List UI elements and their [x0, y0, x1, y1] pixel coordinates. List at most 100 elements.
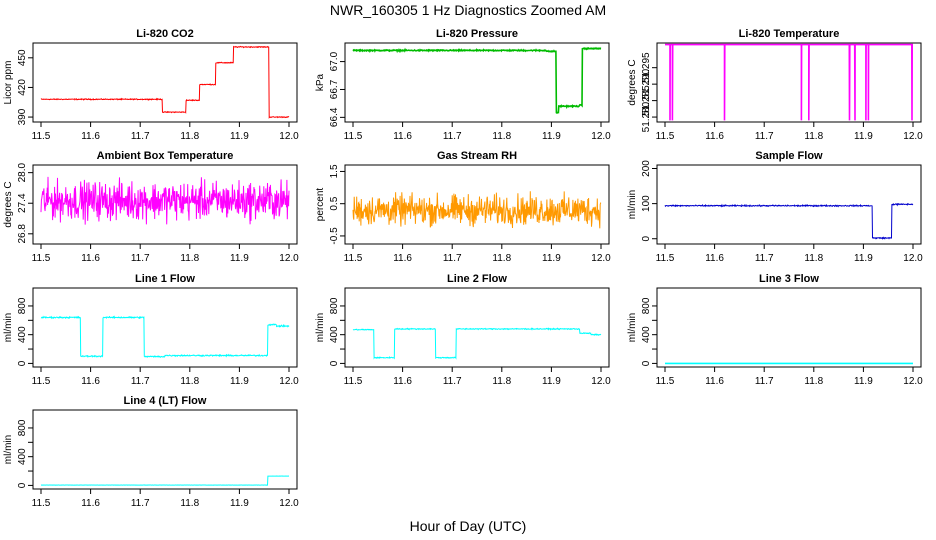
x-tick-label: 11.6 [705, 131, 724, 142]
x-tick-label: 11.8 [804, 253, 823, 264]
plot-frame [344, 42, 610, 123]
y-tick-label: 0 [641, 360, 652, 366]
panel-title: Li-820 CO2 [136, 28, 193, 40]
x-tick-label: 11.9 [230, 376, 249, 387]
series-line [40, 176, 290, 225]
y-axis-label: ml/min [3, 313, 14, 342]
x-tick-label: 11.6 [705, 376, 724, 387]
series-line [40, 475, 290, 486]
y-tick-label: 51.295 [641, 52, 652, 83]
y-tick-label: 450 [17, 49, 28, 66]
x-tick-label: 11.5 [32, 253, 51, 264]
y-axis-label: percent [315, 188, 326, 222]
x-tick-label: 12.0 [903, 376, 923, 387]
figure-title: NWR_160305 1 Hz Diagnostics Zoomed AM [330, 2, 606, 18]
plot-frame [32, 287, 298, 368]
x-tick-label: 11.5 [656, 376, 675, 387]
y-tick-label: 51.285 [641, 85, 652, 116]
series-line [40, 45, 290, 119]
x-tick-label: 12.0 [279, 253, 299, 264]
panel-title: Sample Flow [755, 150, 823, 162]
x-tick-label: 11.9 [854, 131, 873, 142]
x-tick-label: 11.8 [492, 376, 511, 387]
y-axis-label: kPa [315, 73, 326, 91]
y-tick-label: 0.5 [329, 196, 340, 210]
y-axis-label: degrees C [3, 181, 14, 227]
panel-title: Line 1 Flow [135, 273, 195, 285]
series-line [352, 191, 602, 229]
x-tick-label: 11.5 [344, 376, 363, 387]
x-tick-label: 11.8 [492, 253, 511, 264]
series-line [352, 46, 602, 114]
plot-frame [656, 42, 922, 123]
x-tick-label: 11.9 [230, 498, 249, 509]
plot-frame [344, 287, 610, 368]
x-tick-label: 11.8 [180, 131, 199, 142]
x-tick-label: 11.8 [180, 376, 199, 387]
x-tick-label: 11.7 [131, 376, 150, 387]
x-tick-label: 12.0 [903, 253, 923, 264]
x-tick-label: 11.6 [393, 253, 412, 264]
panel-2: Li-820 Temperature 11.5 11.6 11.7 11.8 11.9 12… [627, 28, 923, 142]
panel-8: Line 3 Flow 11.5 11.6 11.7 11.8 11.9 12.0 0 400 8… [627, 273, 923, 387]
panel-6: Line 1 Flow 11.5 11.6 11.7 11.8 11.9 12.0 0 400 8… [3, 273, 299, 387]
panel-title: Line 4 (LT) Flow [124, 395, 207, 407]
y-tick-label: 390 [17, 108, 28, 125]
y-tick-label: 28.0 [17, 162, 28, 182]
plot-frame [656, 164, 922, 245]
x-tick-label: 11.7 [131, 131, 150, 142]
y-axis-label: ml/min [627, 190, 638, 219]
x-tick-label: 11.8 [492, 131, 511, 142]
x-tick-label: 11.9 [542, 253, 561, 264]
y-tick-label: 26.8 [17, 224, 28, 244]
x-tick-label: 12.0 [279, 498, 299, 509]
x-tick-label: 11.5 [32, 131, 51, 142]
x-tick-label: 11.5 [32, 498, 51, 509]
x-tick-label: 12.0 [279, 131, 299, 142]
y-axis-label: ml/min [627, 313, 638, 342]
y-tick-label: 0 [17, 360, 28, 366]
x-tick-label: 11.7 [131, 498, 150, 509]
y-tick-label: 0 [641, 236, 652, 242]
x-tick-label: 12.0 [591, 253, 611, 264]
x-tick-label: 11.6 [81, 376, 100, 387]
panel-title: Li-820 Pressure [436, 28, 518, 40]
figure-xlabel: Hour of Day (UTC) [410, 518, 527, 534]
panel-title: Gas Stream RH [437, 150, 517, 162]
y-tick-label: 51.290 [641, 68, 652, 99]
panel-title: Ambient Box Temperature [97, 150, 234, 162]
x-tick-label: 11.5 [656, 131, 675, 142]
x-tick-label: 11.6 [393, 131, 412, 142]
x-tick-label: 11.5 [656, 253, 675, 264]
y-axis-label: ml/min [3, 435, 14, 464]
panel-title: Li-820 Temperature [739, 28, 840, 40]
x-tick-label: 11.7 [443, 253, 462, 264]
series-line [40, 315, 290, 358]
y-tick-label: 800 [17, 419, 28, 436]
x-tick-label: 11.8 [180, 498, 199, 509]
y-tick-label: 400 [17, 326, 28, 343]
x-tick-label: 12.0 [903, 131, 923, 142]
panel-3: Ambient Box Temperature 11.5 11.6 11.7 11.8 1… [3, 150, 299, 264]
y-tick-label: 100 [641, 195, 652, 212]
x-tick-label: 11.5 [32, 376, 51, 387]
panel-4: Gas Stream RH 11.5 11.6 11.7 11.8 11.9 12.0 -0.… [315, 150, 611, 264]
series-line [664, 202, 914, 240]
x-tick-label: 11.6 [81, 253, 100, 264]
x-tick-label: 12.0 [591, 376, 611, 387]
x-tick-label: 11.6 [81, 131, 100, 142]
x-tick-label: 11.7 [755, 376, 774, 387]
y-tick-label: 400 [641, 326, 652, 343]
panel-title: Line 2 Flow [447, 273, 507, 285]
panel-5: Sample Flow 11.5 11.6 11.7 11.8 11.9 12.0 0 100 2… [627, 150, 923, 264]
panels: Li-820 CO2 11.5 11.6 11.7 11.8 11.9 12.0 390 420… [3, 28, 923, 509]
plot-frame [656, 287, 922, 368]
y-tick-label: 1.5 [329, 164, 340, 178]
x-tick-label: 11.5 [344, 253, 363, 264]
x-tick-label: 11.9 [542, 131, 561, 142]
y-tick-label: 27.4 [17, 193, 28, 213]
y-tick-label: 51.280 [641, 101, 652, 132]
y-tick-label: 800 [641, 297, 652, 314]
x-tick-label: 11.9 [230, 131, 249, 142]
